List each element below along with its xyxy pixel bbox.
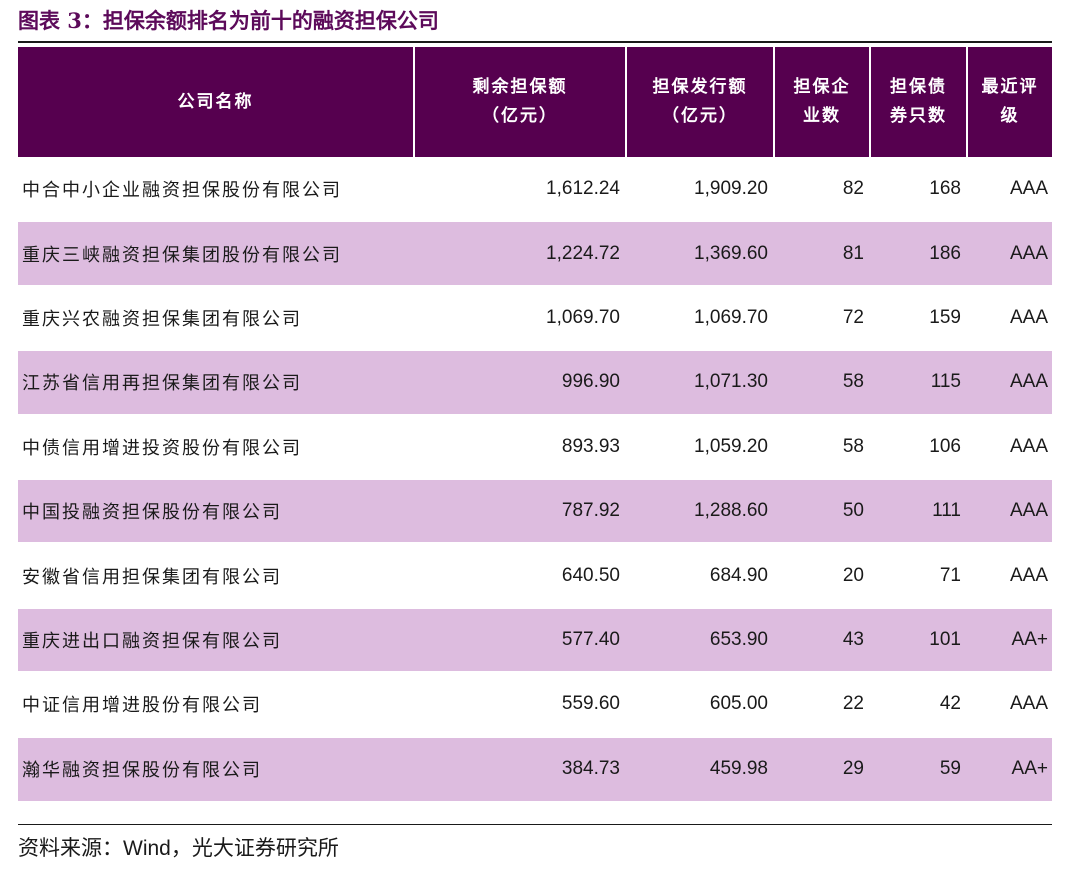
rating-cell: AAA: [967, 671, 1052, 737]
company-cell: 重庆进出口融资担保有限公司: [18, 606, 414, 673]
corp-count-cell: 20: [774, 542, 870, 608]
issued-cell: 684.90: [626, 542, 774, 608]
remaining-cell: 559.60: [414, 671, 626, 737]
company-cell: 重庆三峡融资担保集团股份有限公司: [18, 220, 414, 286]
bond-count-cell: 101: [870, 606, 967, 673]
guarantee-ranking-table: 公司名称 剩余担保额 （亿元） 担保发行额 （亿元） 担保企 业数 担保债 券只…: [18, 47, 1052, 801]
table-row: 重庆三峡融资担保集团股份有限公司 1,224.72 1,369.60 81 18…: [18, 220, 1052, 286]
source-prefix: 资料来源：: [18, 836, 123, 860]
figure-title: 图表 3：担保余额排名为前十的融资担保公司: [18, 8, 439, 33]
col-header-issued-line2: （亿元）: [662, 106, 738, 126]
company-cell: 中合中小企业融资担保股份有限公司: [22, 179, 342, 201]
issued-cell: 605.00: [626, 671, 774, 737]
company-cell: 江苏省信用再担保集团有限公司: [18, 349, 414, 415]
remaining-cell: 787.92: [414, 477, 626, 544]
col-header-bond-count-line1: 担保债: [890, 77, 947, 97]
bond-count-cell: 106: [870, 413, 967, 479]
company-cell: 中证信用增进股份有限公司: [18, 671, 414, 737]
issued-cell: 1,909.20: [694, 177, 768, 199]
top-rule: [18, 41, 1052, 43]
corp-count-cell: 58: [774, 413, 870, 479]
issued-cell: 1,071.30: [626, 349, 774, 415]
col-header-company-label: 公司名称: [177, 91, 254, 112]
corp-count-cell: 22: [774, 671, 870, 737]
table-row: 重庆兴农融资担保集团有限公司 1,069.70 1,069.70 72 159 …: [18, 284, 1052, 351]
col-header-bond-count: 担保债 券只数: [870, 47, 968, 157]
col-header-issued-line1: 担保发行额: [652, 77, 748, 97]
corp-count-cell: 29: [774, 735, 870, 801]
table-header: 公司名称 剩余担保额 （亿元） 担保发行额 （亿元） 担保企 业数 担保债 券只…: [18, 47, 1052, 157]
bond-count-cell: 159: [870, 284, 967, 351]
company-cell: 安徽省信用担保集团有限公司: [18, 542, 414, 608]
remaining-cell: 1,224.72: [414, 220, 626, 286]
bond-count-cell: 111: [870, 477, 967, 544]
rating-cell: AAA: [1009, 177, 1048, 199]
issued-cell: 653.90: [626, 606, 774, 673]
rating-cell: AAA: [967, 477, 1052, 544]
rating-cell: AAA: [967, 542, 1052, 608]
remaining-cell: 893.93: [414, 413, 626, 479]
col-header-rating: 最近评 级: [967, 47, 1052, 157]
rating-cell: AAA: [967, 284, 1052, 351]
issued-cell: 459.98: [626, 735, 774, 801]
col-header-corp-count-line1: 担保企: [793, 77, 851, 97]
col-header-remaining: 剩余担保额 （亿元）: [414, 47, 627, 157]
corp-count-cell: 82: [842, 177, 864, 199]
remaining-cell: 996.90: [414, 349, 626, 415]
rating-cell: AAA: [967, 413, 1052, 479]
table-row: 江苏省信用再担保集团有限公司 996.90 1,071.30 58 115 AA…: [18, 349, 1052, 415]
rating-cell: AAA: [967, 220, 1052, 286]
issued-cell: 1,369.60: [626, 220, 774, 286]
col-header-rating-line1: 最近评: [981, 77, 1039, 97]
table-row: 瀚华融资担保股份有限公司 384.73 459.98 29 59 AA+: [18, 735, 1052, 801]
rating-cell: AA+: [967, 735, 1052, 801]
bond-count-cell: 42: [870, 671, 967, 737]
bottom-rule: [18, 824, 1052, 825]
issued-cell: 1,059.20: [626, 413, 774, 479]
col-header-bond-count-line2: 券只数: [890, 106, 947, 126]
header-row: 公司名称 剩余担保额 （亿元） 担保发行额 （亿元） 担保企 业数 担保债 券只…: [18, 47, 1052, 157]
remaining-cell: 384.73: [414, 735, 626, 801]
table-row: 重庆进出口融资担保有限公司 577.40 653.90 43 101 AA+: [18, 606, 1052, 673]
issued-cell: 1,288.60: [626, 477, 774, 544]
col-header-issued: 担保发行额 （亿元）: [626, 47, 775, 157]
corp-count-cell: 81: [774, 220, 870, 286]
corp-count-cell: 50: [774, 477, 870, 544]
bond-count-cell: 71: [870, 542, 967, 608]
bond-count-cell: 168: [929, 177, 961, 199]
table-row: 中证信用增进股份有限公司 559.60 605.00 22 42 AAA: [18, 671, 1052, 737]
company-cell: 重庆兴农融资担保集团有限公司: [18, 284, 414, 351]
rating-cell: AAA: [967, 349, 1052, 415]
remaining-cell: 1,612.24: [546, 177, 620, 199]
col-header-remaining-line2: （亿元）: [482, 106, 558, 126]
bond-count-cell: 186: [870, 220, 967, 286]
table-body: 中合中小企业融资担保股份有限公司 1,612.24 1,909.20 82 16…: [18, 157, 1052, 801]
table-row: 中国投融资担保股份有限公司 787.92 1,288.60 50 111 AAA: [18, 477, 1052, 544]
source-suffix: ，光大证券研究所: [170, 836, 339, 860]
company-cell: 中债信用增进投资股份有限公司: [18, 413, 414, 479]
remaining-cell: 577.40: [414, 606, 626, 673]
rating-cell: AA+: [967, 606, 1052, 673]
source-provider: Wind: [123, 837, 171, 860]
table-row: 中债信用增进投资股份有限公司 893.93 1,059.20 58 106 AA…: [18, 413, 1052, 479]
col-header-remaining-line1: 剩余担保额: [472, 77, 568, 97]
corp-count-cell: 43: [774, 606, 870, 673]
company-cell: 瀚华融资担保股份有限公司: [18, 735, 414, 801]
remaining-cell: 640.50: [414, 542, 626, 608]
table-row: 中合中小企业融资担保股份有限公司 1,612.24 1,909.20 82 16…: [18, 157, 1052, 221]
col-header-rating-line2: 级: [1000, 106, 1020, 126]
bond-count-cell: 59: [870, 735, 967, 801]
table-row: 安徽省信用担保集团有限公司 640.50 684.90 20 71 AAA: [18, 542, 1052, 608]
issued-cell: 1,069.70: [626, 284, 774, 351]
corp-count-cell: 58: [774, 349, 870, 415]
corp-count-cell: 72: [774, 284, 870, 351]
col-header-corp-count-line2: 业数: [803, 106, 841, 126]
col-header-company: 公司名称: [18, 47, 415, 157]
company-cell: 中国投融资担保股份有限公司: [18, 477, 414, 544]
col-header-corp-count: 担保企 业数: [774, 47, 871, 157]
remaining-cell: 1,069.70: [414, 284, 626, 351]
source-note: 资料来源：Wind，光大证券研究所: [18, 830, 339, 866]
bond-count-cell: 115: [870, 349, 967, 415]
